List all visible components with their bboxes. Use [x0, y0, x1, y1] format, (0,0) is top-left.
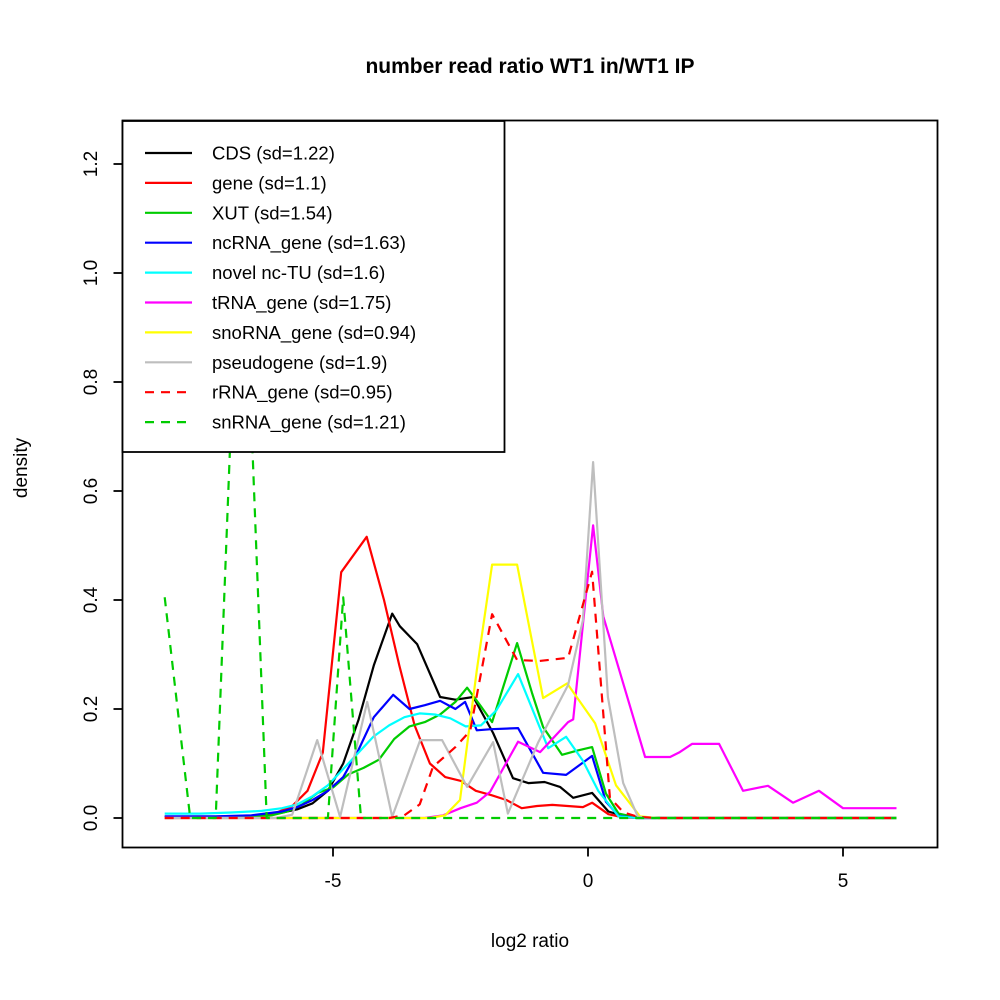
y-tick-label: 1.0 [81, 260, 102, 286]
x-tick-label: 0 [583, 871, 594, 892]
y-tick-label: 0.0 [81, 805, 102, 831]
legend-entry-label: rRNA_gene (sd=0.95) [212, 382, 392, 404]
series-line-gene [164, 535, 897, 820]
plot-title: number read ratio WT1 in/WT1 IP [365, 55, 694, 78]
series-line-xut [164, 641, 897, 820]
series-line-cds [164, 612, 897, 820]
series-line-trna-gene [164, 524, 897, 820]
legend: CDS (sd=1.22) gene (sd=1.1) XUT (sd=1.54) n… [121, 120, 506, 453]
legend-entry-label: ncRNA_gene (sd=1.63) [212, 232, 406, 254]
legend-entry-label: CDS (sd=1.22) [212, 143, 335, 164]
legend-entry-label: XUT (sd=1.54) [212, 202, 332, 223]
series-line-rrna-gene [164, 570, 897, 820]
y-tick-label: 0.2 [81, 696, 102, 722]
series-line-pseudogene [164, 461, 897, 820]
legend-entry-label: snoRNA_gene (sd=0.94) [212, 322, 416, 344]
y-tick-label: 0.4 [81, 586, 102, 613]
legend-box [121, 120, 506, 453]
axes-ticks-layer: -5 0 5 0.0 0.2 0.4 0.6 0.8 1.0 1.2 [81, 151, 848, 892]
legend-entry-label: gene (sd=1.1) [212, 172, 327, 193]
y-axis-label: density [11, 437, 32, 498]
x-tick-label: -5 [325, 871, 342, 892]
x-tick-label: 5 [838, 871, 849, 892]
plot-border [121, 119, 939, 849]
y-tick-label: 0.8 [81, 369, 102, 395]
y-tick-label: 1.2 [81, 151, 102, 177]
y-tick-label: 0.6 [81, 478, 102, 504]
x-axis-label: log2 ratio [491, 931, 569, 952]
legend-entry-label: snRNA_gene (sd=1.21) [212, 412, 406, 434]
series-line-novel-nc-tu [164, 672, 897, 820]
legend-entry-label: novel nc-TU (sd=1.6) [212, 262, 385, 283]
legend-entry-label: pseudogene (sd=1.9) [212, 352, 387, 373]
curves-layer [163, 353, 897, 820]
legend-entry-label: tRNA_gene (sd=1.75) [212, 292, 391, 314]
series-line-ncrna-gene [164, 693, 897, 820]
